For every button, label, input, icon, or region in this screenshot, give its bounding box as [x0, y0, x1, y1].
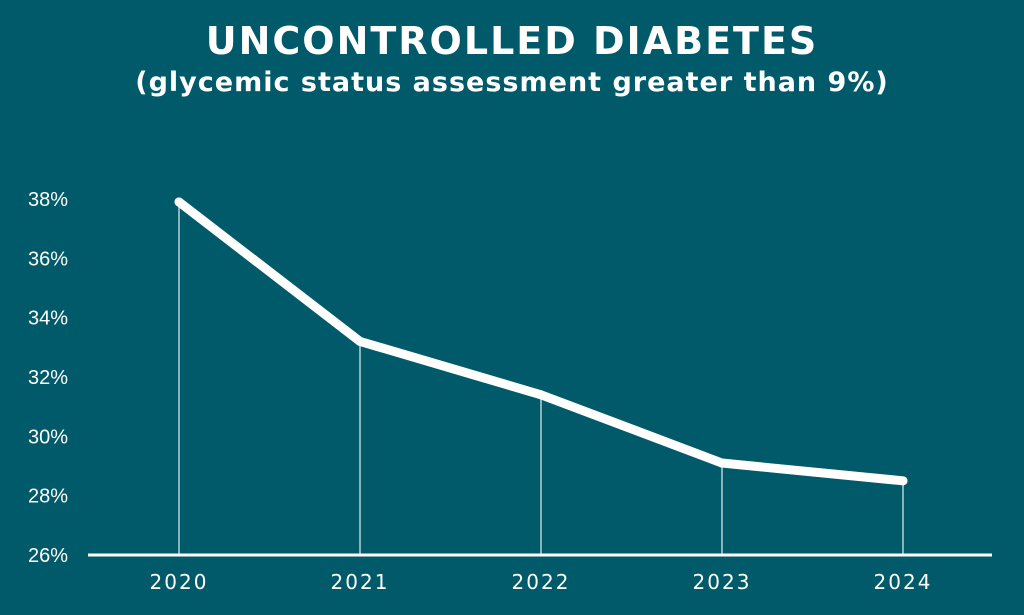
- x-tick-label: 2020: [150, 570, 209, 594]
- chart-title: UNCONTROLLED DIABETES: [205, 19, 819, 63]
- data-point: [174, 197, 184, 207]
- data-point: [355, 336, 365, 346]
- data-point: [536, 390, 546, 400]
- y-tick-label: 28%: [28, 486, 68, 508]
- y-tick-label: 38%: [28, 189, 68, 211]
- chart-subtitle: (glycemic status assessment greater than…: [135, 67, 889, 98]
- y-tick-label: 32%: [28, 367, 68, 389]
- y-tick-label: 26%: [28, 545, 68, 567]
- data-point: [898, 476, 908, 486]
- x-tick-label: 2024: [874, 570, 933, 594]
- data-points: [174, 197, 908, 486]
- y-axis-ticks: 26% 28% 30% 32% 34% 36% 38%: [28, 189, 68, 567]
- y-tick-label: 34%: [28, 308, 68, 330]
- drop-lines: [178, 201, 904, 555]
- y-tick-label: 30%: [28, 426, 68, 448]
- y-tick-label: 36%: [28, 248, 68, 270]
- x-axis-ticks: 2020 2021 2022 2023 2024: [150, 570, 933, 594]
- x-tick-label: 2021: [331, 570, 390, 594]
- x-tick-label: 2023: [693, 570, 752, 594]
- x-tick-label: 2022: [512, 570, 571, 594]
- data-point: [717, 458, 727, 468]
